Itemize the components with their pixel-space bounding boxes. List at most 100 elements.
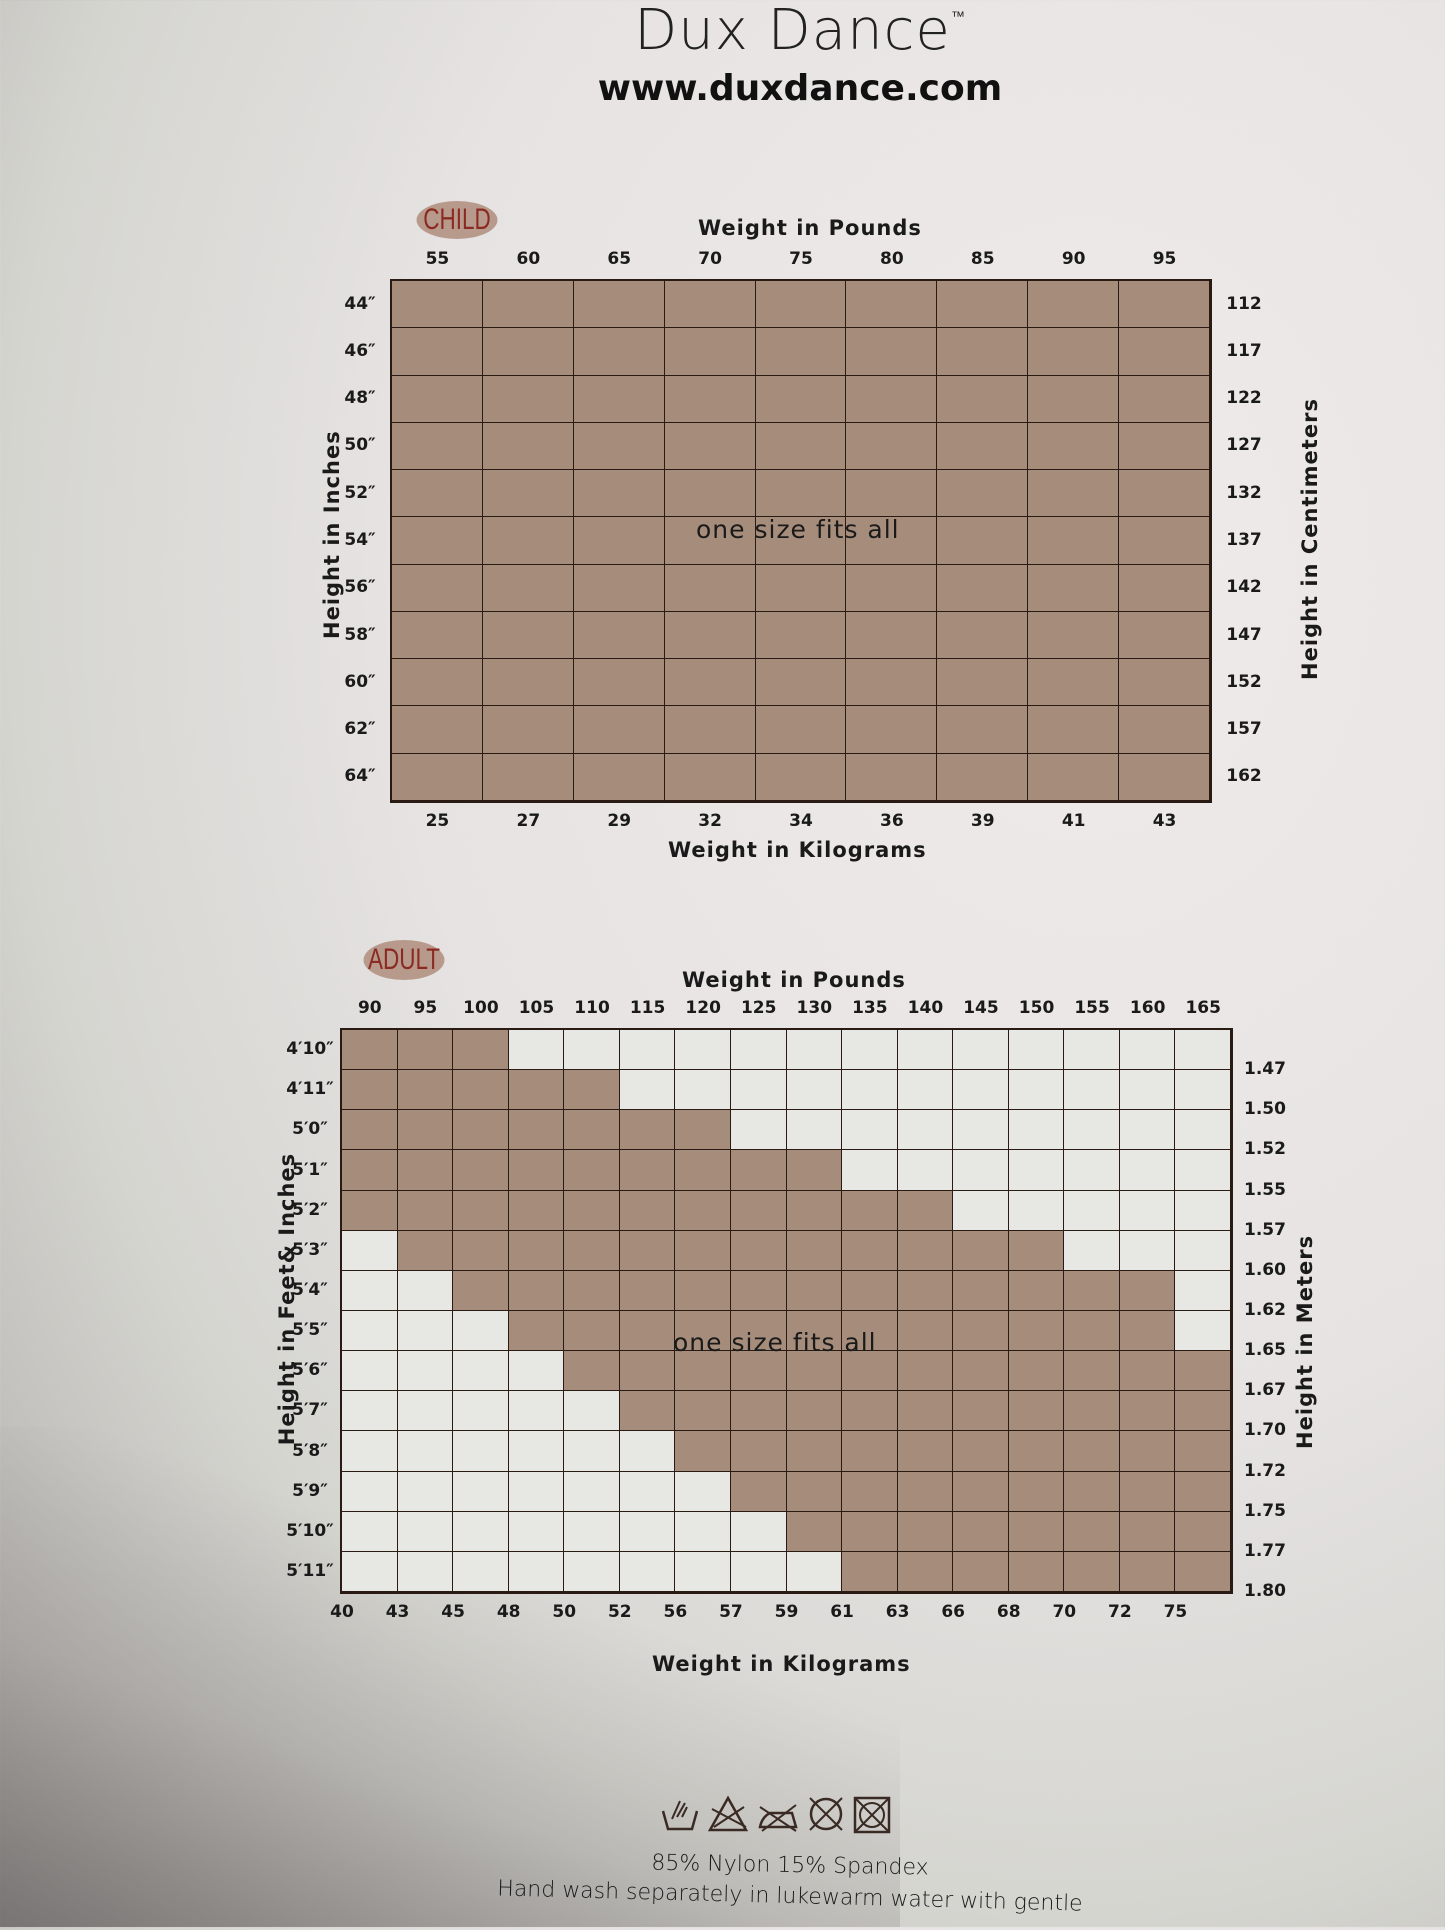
child-tick-kilograms: 29 — [607, 811, 632, 831]
adult-tick-height-left: 5′0″ — [292, 1119, 328, 1140]
adult-cell-no-fit — [397, 1511, 454, 1552]
child-cell-fit — [482, 422, 574, 471]
child-xlabel-top: Weight in Pounds — [698, 216, 922, 240]
adult-tick-kilograms: 70 — [1052, 1602, 1077, 1622]
adult-cell-no-fit — [786, 1070, 843, 1111]
adult-cell-fit — [1175, 1551, 1231, 1592]
adult-cell-no-fit — [1008, 1110, 1065, 1151]
child-cell-fit — [392, 659, 483, 707]
adult-cell-fit — [1008, 1311, 1065, 1352]
adult-tick-kilograms: 52 — [607, 1602, 632, 1622]
adult-cell-no-fit — [508, 1551, 565, 1592]
adult-cell-fit — [508, 1311, 565, 1352]
child-cell-fit — [573, 375, 665, 423]
adult-cell-fit — [675, 1431, 731, 1472]
child-cell-fit — [392, 706, 483, 754]
child-cell-fit — [573, 706, 665, 754]
adult-cell-fit — [842, 1311, 898, 1352]
adult-cell-no-fit — [730, 1070, 787, 1111]
child-tick-height-right: 132 — [1226, 482, 1262, 503]
child-tick-height-left: 46″ — [344, 340, 376, 361]
adult-cell-no-fit — [842, 1150, 898, 1191]
child-cell-fit — [482, 328, 574, 376]
adult-cell-fit — [786, 1311, 843, 1352]
adult-cell-no-fit — [675, 1070, 731, 1111]
adult-cell-no-fit — [730, 1110, 787, 1151]
adult-cell-no-fit — [397, 1391, 454, 1432]
adult-annotation: one size fits all — [673, 1328, 877, 1357]
child-cell-fit — [755, 706, 847, 754]
adult-cell-no-fit — [342, 1391, 398, 1432]
adult-tick-height-left: 5′8″ — [292, 1440, 328, 1461]
adult-tick-height-left: 5′10″ — [286, 1520, 334, 1541]
adult-cell-fit — [564, 1070, 620, 1111]
adult-cell-fit — [1064, 1391, 1120, 1432]
adult-cell-fit — [1119, 1471, 1176, 1512]
adult-cell-fit — [619, 1150, 676, 1191]
child-cell-fit — [1119, 281, 1210, 329]
adult-tick-height-right: 1.75 — [1244, 1500, 1286, 1521]
adult-tick-height-left: 5′7″ — [292, 1400, 328, 1421]
adult-cell-no-fit — [730, 1511, 787, 1552]
adult-cell-fit — [1008, 1351, 1065, 1392]
child-tick-height-left: 50″ — [344, 435, 376, 456]
adult-cell-no-fit — [1064, 1070, 1120, 1111]
adult-cell-fit — [453, 1190, 509, 1231]
adult-cell-fit — [508, 1270, 565, 1311]
child-tick-height-right: 112 — [1226, 293, 1262, 314]
adult-cell-fit — [619, 1270, 676, 1311]
child-cell-fit — [937, 328, 1029, 376]
adult-tick-pounds: 140 — [907, 998, 944, 1018]
adult-cell-no-fit — [786, 1030, 843, 1071]
child-cell-fit — [573, 659, 665, 707]
child-cell-fit — [573, 517, 665, 565]
adult-cell-fit — [1064, 1471, 1120, 1512]
child-cell-fit — [482, 281, 574, 329]
child-cell-fit — [1119, 706, 1210, 754]
child-cell-fit — [1028, 470, 1120, 518]
adult-cell-no-fit — [675, 1030, 731, 1071]
child-cell-fit — [664, 517, 756, 565]
child-cell-fit — [1028, 328, 1120, 376]
adult-cell-fit — [564, 1150, 620, 1191]
child-cell-fit — [846, 659, 938, 707]
adult-cell-fit — [1119, 1270, 1176, 1311]
adult-cell-fit — [953, 1351, 1009, 1392]
adult-tick-height-left: 5′6″ — [292, 1360, 328, 1381]
adult-tick-kilograms: 75 — [1163, 1602, 1188, 1622]
adult-cell-no-fit — [453, 1351, 509, 1392]
child-tick-height-right: 152 — [1226, 671, 1262, 692]
adult-cell-no-fit — [953, 1110, 1009, 1151]
child-tick-height-right: 137 — [1226, 530, 1262, 550]
child-tick-kilograms: 27 — [516, 811, 541, 831]
child-cell-fit — [937, 422, 1029, 471]
adult-cell-fit — [342, 1190, 398, 1231]
adult-cell-no-fit — [675, 1551, 731, 1592]
adult-tick-height-right: 1.57 — [1244, 1219, 1286, 1240]
adult-tick-height-left: 5′4″ — [292, 1279, 328, 1300]
child-cell-fit — [1119, 422, 1210, 471]
adult-cell-no-fit — [508, 1030, 565, 1071]
adult-cell-fit — [953, 1230, 1009, 1271]
child-cell-fit — [482, 375, 574, 423]
adult-cell-no-fit — [675, 1471, 731, 1512]
adult-cell-fit — [897, 1270, 954, 1311]
adult-cell-fit — [453, 1230, 509, 1271]
do-not-tumble-dry-icon — [853, 1796, 891, 1834]
adult-cell-no-fit — [786, 1110, 843, 1151]
adult-cell-fit — [730, 1230, 787, 1271]
adult-cell-no-fit — [564, 1431, 620, 1472]
adult-cell-no-fit — [842, 1110, 898, 1151]
child-annotation: one size fits all — [696, 515, 900, 544]
adult-cell-no-fit — [1008, 1030, 1065, 1071]
adult-cell-fit — [564, 1270, 620, 1311]
adult-cell-fit — [1064, 1431, 1120, 1472]
child-cell-fit — [392, 470, 483, 518]
adult-cell-fit — [842, 1471, 898, 1512]
child-cell-fit — [392, 517, 483, 565]
adult-cell-no-fit — [397, 1351, 454, 1392]
adult-cell-no-fit — [1175, 1311, 1231, 1352]
adult-cell-fit — [453, 1070, 509, 1111]
adult-cell-no-fit — [342, 1551, 398, 1592]
adult-cell-fit — [342, 1150, 398, 1191]
